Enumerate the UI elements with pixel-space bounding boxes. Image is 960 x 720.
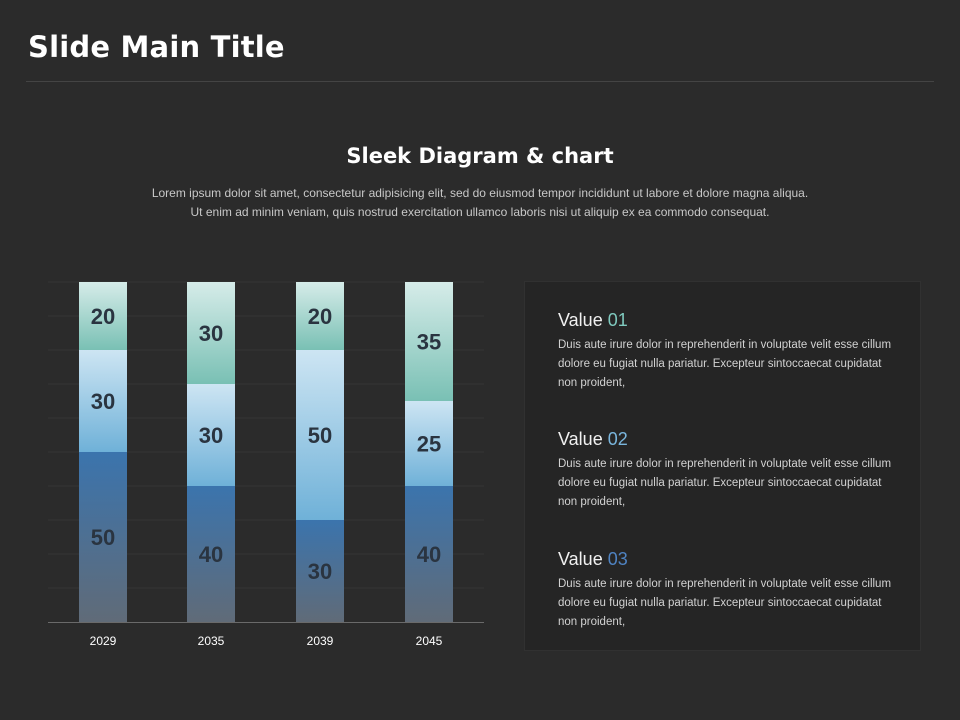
bar-segment <box>405 486 453 622</box>
value-item-02: Value 02 Duis aute irure dolor in reprehe… <box>558 428 898 512</box>
chart-bars: 50 30 20 40 30 30 30 50 20 40 25 35 <box>79 282 453 622</box>
bar-value-label: 20 <box>91 304 115 329</box>
value-number: 01 <box>607 310 628 330</box>
value-label: Value <box>558 310 603 330</box>
value-item-01: Value 01 Duis aute irure dolor in reprehe… <box>558 309 898 393</box>
value-description: Duis aute irure dolor in reprehenderit i… <box>558 458 892 508</box>
bar-value-label: 30 <box>199 423 223 448</box>
chart-heading: Sleek Diagram & chart <box>346 144 614 168</box>
bar-value-label: 30 <box>91 389 115 414</box>
bar-segment <box>79 282 127 350</box>
value-description: Duis aute irure dolor in reprehenderit i… <box>558 339 892 389</box>
bar-segment <box>79 350 127 452</box>
slide-title: Slide Main Title <box>28 30 285 64</box>
value-label: Value <box>558 429 603 449</box>
bar-segment <box>405 401 453 486</box>
value-number: 03 <box>607 549 628 569</box>
bar-segment <box>405 282 453 401</box>
bar-value-label: 25 <box>417 432 441 457</box>
intro-line-1: Lorem ipsum dolor sit amet, consectetur … <box>151 186 809 200</box>
bar-segment <box>296 282 344 350</box>
bar-value-label: 30 <box>308 559 332 584</box>
bar-segment <box>296 520 344 622</box>
bar-segment <box>187 486 235 622</box>
value-item-03: Value 03 Duis aute irure dolor in reprehe… <box>558 548 898 632</box>
bar-value-label: 20 <box>308 304 332 329</box>
bar-segment <box>187 384 235 486</box>
bar-value-label: 50 <box>308 423 332 448</box>
intro-line-2: Ut enim ad minim veniam, quis nostrud ex… <box>190 205 770 219</box>
intro-paragraph: Lorem ipsum dolor sit amet, consectetur … <box>130 184 830 222</box>
x-tick-label: 2029 <box>90 634 117 648</box>
bar-segment <box>187 282 235 384</box>
value-number: 02 <box>607 429 628 449</box>
x-tick-label: 2045 <box>416 634 443 648</box>
value-heading: Value 01 <box>558 309 898 331</box>
value-description: Duis aute irure dolor in reprehenderit i… <box>558 578 892 628</box>
values-panel: Value 01 Duis aute irure dolor in reprehe… <box>524 281 921 651</box>
value-label: Value <box>558 549 603 569</box>
bar-value-label: 50 <box>91 525 115 550</box>
bar-value-label: 40 <box>199 542 223 567</box>
title-divider <box>26 81 934 82</box>
x-tick-label: 2039 <box>307 634 334 648</box>
bar-value-label: 35 <box>417 330 441 355</box>
bar-value-label: 30 <box>199 321 223 346</box>
x-tick-label: 2035 <box>198 634 225 648</box>
value-heading: Value 02 <box>558 428 898 450</box>
bar-value-label: 40 <box>417 542 441 567</box>
bar-segment <box>296 350 344 520</box>
chart-x-axis: 2029 2035 2039 2045 <box>48 622 484 648</box>
bar-segment <box>79 452 127 622</box>
value-heading: Value 03 <box>558 548 898 570</box>
